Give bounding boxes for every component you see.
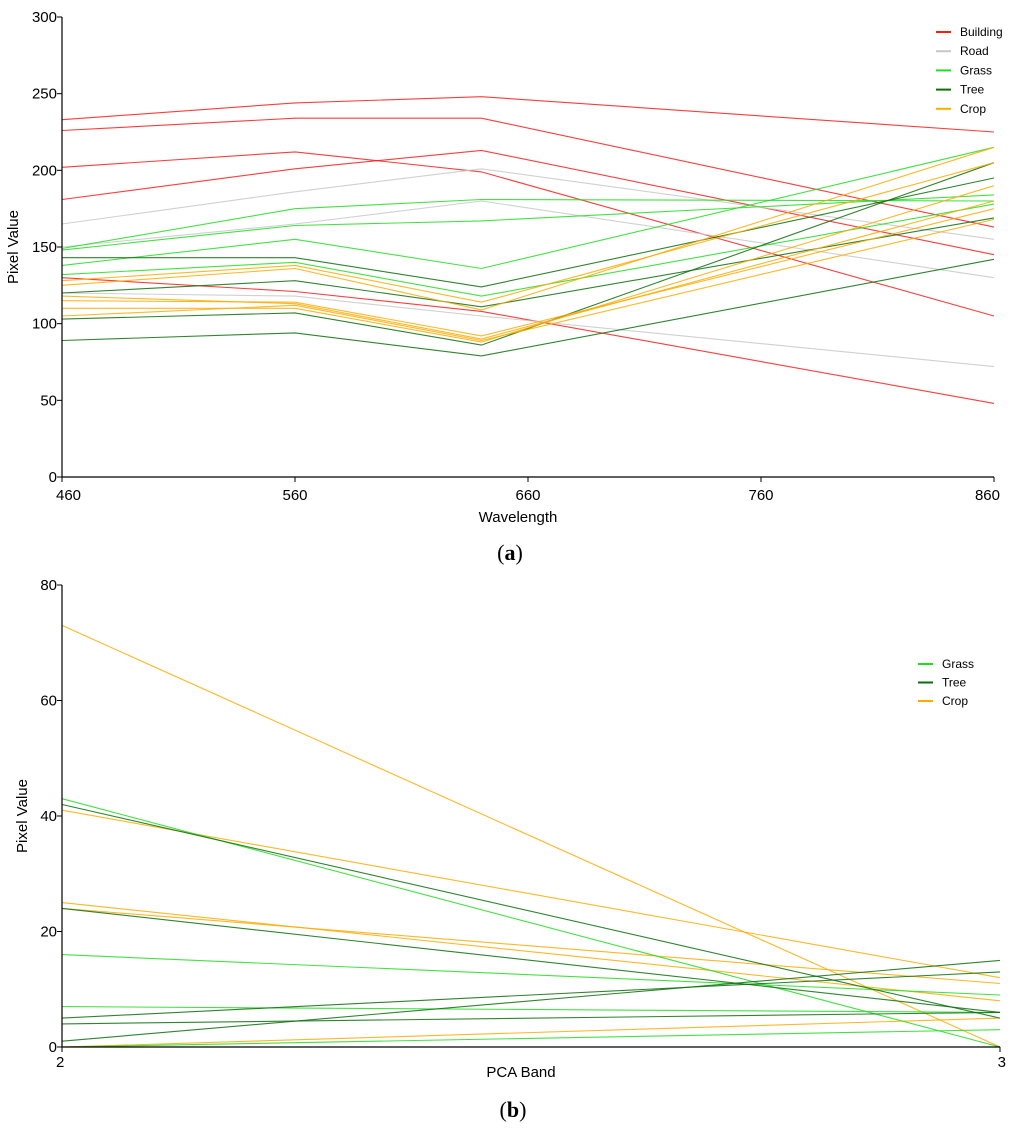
y-axis-label: Pixel Value bbox=[5, 210, 22, 284]
series-line-building-3 bbox=[61, 149, 995, 256]
series-line-crop-4 bbox=[61, 1017, 1001, 1048]
x-tick-label: 760 bbox=[748, 487, 773, 504]
y-tick-label: 0 bbox=[49, 1039, 57, 1056]
series-line-crop-2 bbox=[61, 902, 1001, 1002]
series-line-tree-11 bbox=[61, 971, 1001, 1019]
series-line-tree-12 bbox=[62, 177, 995, 288]
series-line-building-1 bbox=[61, 117, 995, 228]
y-tick-label: 250 bbox=[32, 86, 57, 103]
series-line-tree-13 bbox=[61, 217, 995, 308]
y-tick-label: 200 bbox=[32, 162, 57, 179]
series-line-building-2 bbox=[61, 151, 995, 317]
y-tick-label: 150 bbox=[32, 239, 57, 256]
x-axis-label: PCA Band bbox=[486, 1064, 555, 1081]
x-tick-label: 560 bbox=[282, 487, 307, 504]
series-line-crop-21 bbox=[61, 218, 995, 342]
series-line-tree-15 bbox=[61, 258, 995, 357]
series-line-tree-9 bbox=[61, 803, 1001, 1019]
series-line-road-5 bbox=[61, 168, 995, 240]
series-line-tree-13 bbox=[61, 959, 1001, 1042]
y-tick-label: 20 bbox=[40, 924, 57, 941]
x-tick-label: 2 bbox=[56, 1054, 64, 1071]
y-tick-label: 100 bbox=[32, 316, 57, 333]
panel-caption: (a) bbox=[497, 540, 523, 565]
series-line-road-7 bbox=[61, 292, 995, 368]
series-line-grass-8 bbox=[61, 198, 995, 250]
legend-label-building: Building bbox=[960, 25, 1003, 39]
series-line-grass-11 bbox=[61, 203, 995, 297]
series-line-crop-19 bbox=[61, 208, 995, 337]
series-line-grass-8 bbox=[61, 1029, 1001, 1048]
series-line-tree-12 bbox=[61, 1011, 1001, 1025]
legend-label-tree: Tree bbox=[942, 676, 967, 690]
panel-b-chart: 0 20 40 60 80 2 3 PCA Band Pixel Value Grass Tree C… bbox=[14, 577, 1006, 1122]
series-line-road-6 bbox=[61, 200, 995, 279]
legend-label-tree: Tree bbox=[960, 83, 985, 97]
y-tick-label: 300 bbox=[32, 9, 57, 26]
y-tick-label: 50 bbox=[40, 392, 57, 409]
series-line-crop-0 bbox=[61, 624, 1001, 1048]
series-line-crop-1 bbox=[61, 809, 1001, 979]
x-tick-label: 3 bbox=[998, 1054, 1006, 1071]
series-line-building-0 bbox=[61, 96, 995, 133]
legend-label-grass: Grass bbox=[960, 63, 992, 77]
x-tick-label: 660 bbox=[515, 487, 540, 504]
y-tick-label: 80 bbox=[40, 577, 57, 594]
y-tick-label: 40 bbox=[40, 808, 57, 825]
legend-label-road: Road bbox=[960, 44, 989, 58]
series-line-grass-7 bbox=[61, 1006, 1001, 1013]
x-tick-label: 860 bbox=[975, 487, 1000, 504]
y-axis-label: Pixel Value bbox=[14, 779, 31, 853]
series-line-crop-16 bbox=[61, 162, 995, 303]
series-line-grass-10 bbox=[61, 146, 995, 270]
series-line-crop-20 bbox=[62, 185, 995, 343]
y-tick-label: 60 bbox=[40, 693, 57, 710]
series-line-tree-14 bbox=[61, 162, 995, 346]
legend-label-crop: Crop bbox=[942, 694, 968, 708]
series-line-crop-3 bbox=[61, 907, 1001, 985]
legend-label-crop: Crop bbox=[960, 102, 986, 116]
x-tick-label: 460 bbox=[56, 487, 81, 504]
panel-a-chart: 0 50 100 150 200 250 300 460 560 660 760 860 Wavelen… bbox=[5, 9, 1003, 565]
panel-caption: (b) bbox=[500, 1097, 527, 1122]
y-tick-label: 0 bbox=[49, 469, 57, 486]
series-line-crop-17 bbox=[61, 146, 995, 311]
legend-label-grass: Grass bbox=[942, 657, 974, 671]
x-axis-label: Wavelength bbox=[479, 509, 558, 526]
series-line-tree-10 bbox=[61, 907, 1001, 1013]
series-line-building-4 bbox=[61, 277, 995, 404]
series-line-grass-6 bbox=[61, 954, 1001, 996]
series-line-crop-18 bbox=[61, 200, 995, 340]
